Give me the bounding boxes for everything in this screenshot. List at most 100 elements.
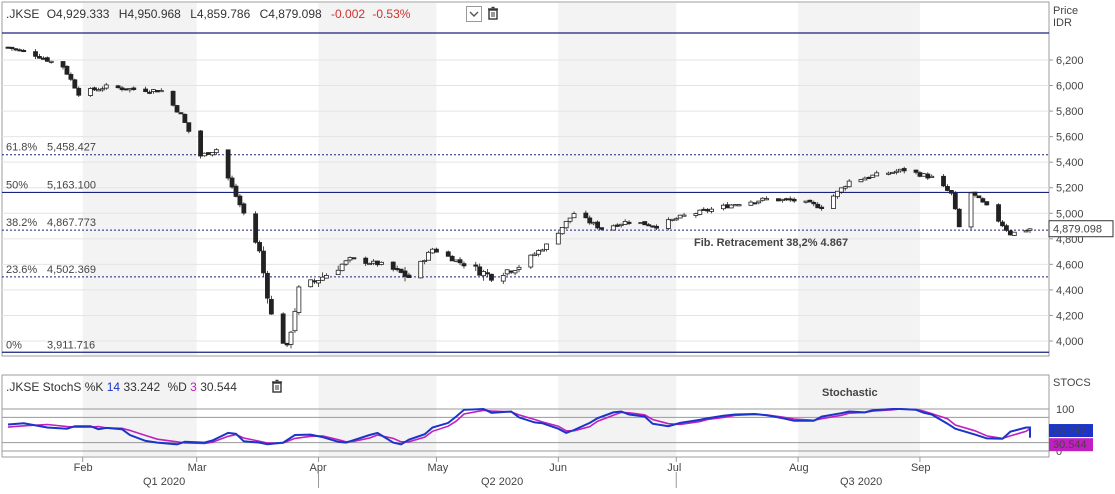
candle-down — [485, 272, 490, 275]
candle-down — [33, 51, 38, 57]
chevron-down-icon[interactable] — [466, 6, 482, 22]
candle-down — [807, 199, 813, 203]
candle-up — [1011, 231, 1017, 236]
symbol-label[interactable]: .JKSE — [6, 7, 40, 21]
candle-up — [532, 253, 538, 256]
candle-down — [787, 198, 793, 201]
month-label: Jul — [667, 462, 681, 474]
candle-down — [642, 221, 648, 226]
candle-up — [500, 275, 506, 282]
stoch-annotation: Stochastic — [822, 387, 878, 399]
candle-down — [363, 257, 369, 264]
high-value: 4,950.968 — [127, 7, 181, 21]
candle-down — [701, 208, 707, 211]
month-band — [798, 3, 920, 355]
stoch-d-value: 30.544 — [200, 380, 237, 394]
candle-down — [237, 195, 243, 206]
candle-down — [815, 203, 821, 209]
candle-up — [453, 259, 459, 262]
stoch-axis-title: STOCS — [1053, 377, 1091, 389]
candle-up — [296, 286, 302, 313]
month-label: Jun — [549, 462, 567, 474]
candle-down — [198, 130, 204, 157]
stoch-tick-label: 0 — [1056, 446, 1062, 458]
candle-down — [980, 198, 986, 203]
candle-down — [186, 122, 192, 132]
candle-up — [842, 186, 848, 189]
candle-up — [555, 232, 561, 245]
candle-up — [516, 266, 522, 270]
candle-down — [473, 264, 479, 267]
stoch-d-label: %D — [167, 380, 187, 394]
candle-up — [870, 174, 876, 178]
candle-up — [48, 60, 54, 63]
candle-up — [528, 254, 534, 268]
candle-down — [434, 248, 439, 253]
trash-icon[interactable] — [270, 379, 284, 394]
month-label: Aug — [789, 462, 809, 474]
candle-up — [367, 263, 373, 266]
candle-down — [976, 195, 982, 199]
candle-up — [665, 219, 671, 229]
month-band — [558, 3, 677, 355]
candle-down — [229, 177, 235, 188]
candle-down — [996, 204, 1001, 222]
candle-down — [284, 342, 290, 346]
quarter-label: Q1 2020 — [143, 476, 185, 488]
candle-down — [724, 204, 730, 209]
candle-up — [858, 179, 864, 183]
candle-down — [457, 259, 463, 264]
month-label: May — [427, 462, 448, 474]
candle-up — [347, 257, 353, 261]
candle-down — [1000, 221, 1005, 227]
candle-up — [838, 187, 844, 193]
candle-down — [257, 242, 262, 252]
candle-up — [418, 260, 424, 279]
candle-down — [1007, 230, 1013, 236]
trash-icon[interactable] — [486, 6, 500, 21]
candle-up — [921, 173, 927, 177]
candle-up — [544, 243, 549, 250]
candle-down — [241, 203, 247, 214]
month-band — [558, 376, 677, 456]
close-value: 4,879.098 — [268, 7, 322, 21]
candle-down — [312, 280, 318, 283]
stoch-d-period: 3 — [190, 380, 197, 394]
price-axis-title-line1: Price — [1053, 5, 1079, 17]
candle-up — [886, 172, 891, 175]
candle-up — [622, 221, 628, 225]
candle-down — [115, 85, 121, 89]
candle-down — [60, 61, 66, 68]
candle-up — [709, 208, 715, 212]
candle-down — [394, 268, 400, 271]
stoch-k-line — [7, 407, 1031, 446]
candle-up — [897, 168, 903, 172]
open-value: 4,929.333 — [56, 7, 110, 21]
candle-down — [913, 169, 919, 173]
candle-down — [984, 201, 990, 206]
stoch-name[interactable]: .JKSE StochS %K — [6, 380, 104, 394]
candle-down — [131, 87, 137, 90]
price-tick-label: 5,600 — [1056, 132, 1084, 144]
candle-up — [618, 223, 624, 227]
candle-up — [610, 225, 616, 231]
candle-up — [323, 275, 329, 279]
close-label: C — [259, 7, 269, 21]
candle-up — [422, 260, 428, 263]
candle-down — [143, 88, 148, 93]
candle-down — [13, 48, 19, 51]
price-tick-label: 5,800 — [1056, 106, 1084, 118]
candle-down — [819, 206, 825, 209]
candle-up — [308, 279, 314, 288]
month-band — [318, 3, 437, 355]
candle-up — [99, 88, 105, 91]
candle-down — [170, 90, 176, 106]
price-tick-label: 6,200 — [1056, 55, 1084, 67]
candle-down — [791, 198, 797, 202]
fib-level-label: 0% — [6, 339, 22, 351]
candle-up — [371, 260, 376, 264]
stoch-d-badge-value: 30.544 — [1053, 439, 1087, 451]
candles-group — [5, 46, 1033, 349]
